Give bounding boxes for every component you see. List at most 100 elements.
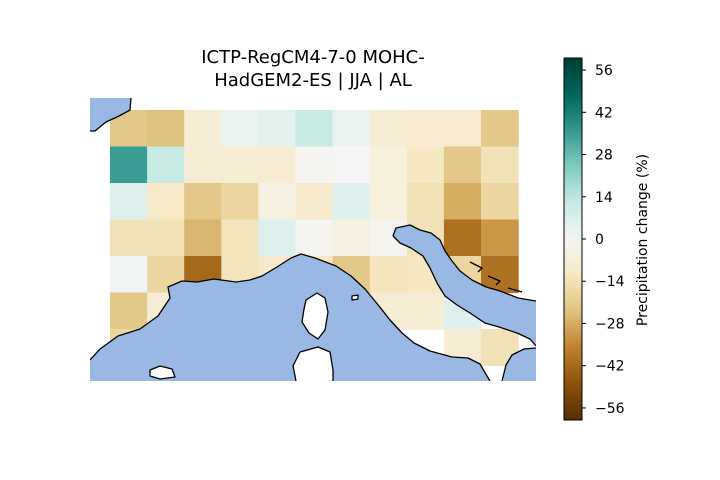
grid-cell: [110, 292, 148, 330]
colorbar-segment: [564, 329, 582, 334]
colorbar-segment: [564, 97, 582, 101]
colorbar-segment: [564, 148, 582, 153]
colorbar-segment: [564, 145, 582, 149]
ionian-sea: [502, 348, 536, 381]
grid-cell: [184, 219, 222, 257]
grid-cell: [147, 219, 185, 257]
colorbar-segment: [564, 344, 582, 349]
colorbar-segment: [564, 296, 582, 300]
colorbar-segment: [564, 133, 582, 137]
grid-cell: [221, 219, 259, 257]
colorbar-segment: [564, 362, 582, 367]
colorbar-segment: [564, 314, 582, 318]
grid-cell: [184, 110, 222, 148]
colorbar-segment: [564, 263, 582, 267]
colorbar-segment: [564, 85, 582, 89]
grid-cell: [406, 183, 445, 221]
colorbar-segment: [564, 311, 582, 315]
grid-cell: [369, 256, 408, 294]
colorbar-segment: [564, 190, 582, 195]
colorbar-segment: [564, 269, 582, 273]
colorbar-segment: [564, 275, 582, 279]
colorbar-segment: [564, 260, 582, 264]
colorbar-segment: [564, 91, 582, 95]
colorbar-segment: [564, 293, 582, 297]
colorbar-segment: [564, 64, 582, 68]
sea-layer: [90, 98, 536, 381]
colorbar-segment: [564, 305, 582, 309]
colorbar-segment: [564, 229, 582, 234]
colorbar-segment: [564, 130, 582, 134]
colorbar-tick-label: −42: [595, 359, 625, 375]
colorbar-segment: [564, 323, 582, 327]
coastlines: [90, 98, 536, 381]
map-title-line-1: ICTP-RegCM4-7-0 MOHC-: [201, 47, 425, 68]
colorbar-tick-label: −56: [595, 401, 625, 417]
colorbar-segment: [564, 401, 582, 406]
colorbar-segment: [564, 257, 582, 261]
colorbar-segment: [564, 395, 582, 400]
colorbar-segment: [564, 416, 582, 421]
colorbar-segment: [564, 386, 582, 391]
grid-cell: [406, 146, 445, 184]
grid-cell: [443, 219, 482, 257]
colorbar-segment: [564, 392, 582, 397]
colorbar-segment: [564, 205, 582, 210]
colorbar-segment: [564, 100, 582, 104]
grid-cell: [147, 110, 185, 148]
grid-cell: [147, 146, 185, 184]
grid-cell: [332, 146, 371, 184]
grid-cell: [443, 183, 482, 221]
colorbar-segment: [564, 320, 582, 324]
colorbar-segment: [564, 353, 582, 358]
colorbar-segment: [564, 124, 582, 128]
colorbar-segment: [564, 302, 582, 306]
adriatic-sea: [393, 225, 536, 346]
colorbar-segment: [564, 226, 582, 231]
colorbar-segment: [564, 407, 582, 412]
grid-cell: [481, 110, 519, 148]
grid-cell: [295, 110, 334, 148]
colorbar-segment: [564, 151, 582, 156]
grid-cell: [369, 146, 408, 184]
colorbar-tick-label: 28: [595, 148, 613, 164]
grid-cell: [110, 256, 148, 294]
grid-cell: [110, 219, 148, 257]
colorbar-segment: [564, 338, 582, 343]
colorbar-segment: [564, 196, 582, 201]
colorbar-segment: [564, 223, 582, 228]
colorbar-segment: [564, 61, 582, 65]
colorbar-segment: [564, 127, 582, 131]
colorbar-segment: [564, 251, 582, 255]
colorbar-segment: [564, 163, 582, 168]
colorbar-segment: [564, 356, 582, 361]
colorbar-segment: [564, 118, 582, 122]
colorbar-tick-label: 14: [595, 190, 613, 206]
colorbar-segment: [564, 166, 582, 171]
colorbar-segment: [564, 245, 582, 249]
grid-cell: [147, 183, 185, 221]
colorbar-segment: [564, 88, 582, 92]
grid-cell: [295, 146, 334, 184]
colorbar-segment: [564, 187, 582, 192]
colorbar-segment: [564, 272, 582, 276]
colorbar-segment: [564, 199, 582, 204]
colorbar-segment: [564, 350, 582, 355]
colorbar-segment: [564, 67, 582, 71]
grid-cell: [110, 146, 148, 184]
colorbar-segment: [564, 211, 582, 216]
colorbar-segment: [564, 109, 582, 113]
colorbar-segment: [564, 181, 582, 186]
grid-cell: [481, 183, 519, 221]
colorbar-tick-label: −28: [595, 316, 625, 332]
colorbar-segment: [564, 413, 582, 418]
atlantic-corner: [90, 98, 131, 131]
colorbar-tick-label: 56: [595, 63, 613, 79]
grid-cell: [443, 110, 482, 148]
colorbar-segment: [564, 341, 582, 346]
grid-cell: [481, 146, 519, 184]
colorbar-segment: [564, 374, 582, 379]
colorbar-segment: [564, 404, 582, 409]
colorbar-segment: [564, 380, 582, 385]
